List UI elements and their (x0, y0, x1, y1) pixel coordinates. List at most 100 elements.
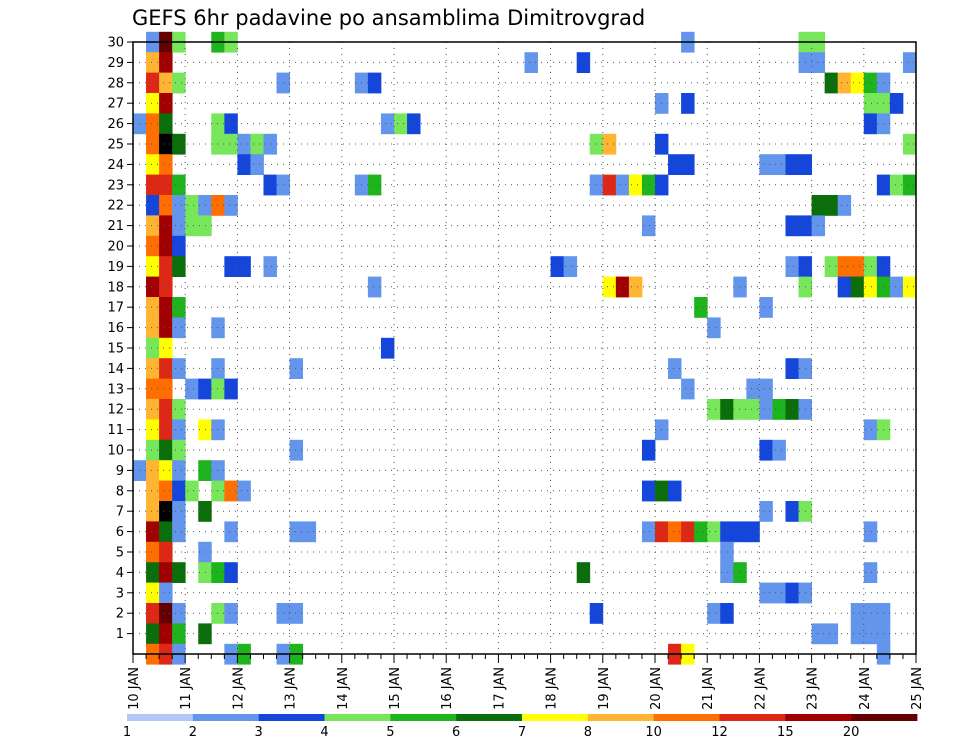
heatmap-cell (198, 378, 212, 400)
y-tick-label: 2 (116, 607, 124, 622)
heatmap-cell (146, 52, 160, 73)
heatmap-cell (602, 133, 617, 155)
heatmap-cell (263, 174, 277, 196)
heatmap-cell (902, 52, 917, 73)
heatmap-cell (159, 72, 173, 94)
legend-label: 3 (255, 725, 263, 740)
heatmap-cell (172, 317, 186, 339)
legend-label: 10 (645, 725, 662, 740)
heatmap-cell (159, 337, 173, 359)
heatmap-cell (159, 113, 173, 135)
heatmap-cell (289, 603, 304, 624)
heatmap-cells (133, 31, 917, 665)
heatmap-cell (159, 133, 173, 155)
heatmap-cell (237, 133, 251, 155)
grid-lines (133, 41, 917, 654)
legend-swatch (851, 714, 918, 721)
heatmap-cell (289, 521, 304, 543)
heatmap-cell (694, 521, 708, 543)
heatmap-cell (172, 399, 186, 420)
heatmap-cell (224, 480, 238, 502)
heatmap-cell (863, 603, 878, 624)
y-tick-label: 6 (116, 525, 124, 540)
heatmap-cell (159, 439, 173, 461)
legend-label: 7 (518, 725, 526, 740)
heatmap-cell (172, 419, 186, 441)
heatmap-cell (524, 52, 538, 73)
heatmap-cell (146, 623, 160, 645)
heatmap-cell (185, 480, 199, 502)
y-tick-label: 15 (107, 342, 124, 357)
heatmap-cell (172, 439, 186, 461)
x-tick-label: 13 JAN (284, 667, 299, 710)
heatmap-cell (380, 337, 395, 359)
legend-swatch (258, 714, 325, 721)
x-axis: 10 JAN 11 JAN 12 JAN 13 JAN 14 JAN 15 JAN 16 J… (127, 654, 925, 710)
y-tick-label: 13 (107, 382, 124, 397)
heatmap-cell (146, 541, 160, 563)
y-tick-label: 3 (116, 586, 124, 601)
x-tick-label: 11 JAN (179, 667, 194, 710)
y-tick-label: 8 (116, 484, 124, 499)
heatmap-cell (146, 337, 160, 359)
heatmap-cell (146, 276, 160, 298)
heatmap-cell (146, 93, 160, 114)
heatmap-cell (224, 378, 238, 400)
heatmap-cell (759, 154, 773, 175)
heatmap-cell (146, 521, 160, 543)
heatmap-cell (759, 582, 773, 604)
heatmap-cell (146, 154, 160, 175)
heatmap-cell (811, 195, 826, 216)
heatmap-cell (146, 419, 160, 441)
y-tick-label: 30 (107, 36, 124, 51)
heatmap-cell (863, 72, 878, 94)
x-tick-label: 10 JAN (127, 667, 142, 710)
legend-swatch (587, 714, 655, 721)
heatmap-cell (172, 215, 186, 237)
heatmap-cell (785, 256, 799, 277)
y-tick-label: 17 (107, 301, 124, 316)
y-tick-label: 27 (107, 97, 124, 112)
heatmap-cell (198, 541, 212, 563)
heatmap-cell (146, 297, 160, 318)
legend-swatch (456, 714, 523, 721)
heatmap-cell (889, 93, 904, 114)
legend-label: 1 (123, 725, 131, 740)
legend-label: 5 (386, 725, 394, 740)
heatmap-cell (628, 276, 643, 298)
heatmap-cell (172, 603, 186, 624)
heatmap-cell (720, 562, 734, 583)
legend-swatch (324, 714, 391, 721)
heatmap-cell (602, 276, 617, 298)
y-tick-label: 4 (116, 566, 124, 581)
heatmap-cell (172, 501, 186, 522)
heatmap-cell (172, 133, 186, 155)
heatmap-cell (198, 562, 212, 583)
heatmap-cell (159, 419, 173, 441)
y-tick-label: 20 (107, 240, 124, 255)
heatmap-cell (668, 154, 682, 175)
heatmap-cell (550, 256, 565, 277)
heatmap-cell (367, 174, 382, 196)
heatmap-cell (185, 195, 199, 216)
y-tick-label: 22 (107, 199, 124, 214)
heatmap-cell (159, 52, 173, 73)
heatmap-cell (211, 480, 225, 502)
heatmap-cell (772, 582, 786, 604)
heatmap-cell (785, 399, 799, 420)
heatmap-cell (146, 501, 160, 522)
heatmap-cell (707, 521, 721, 543)
heatmap-cell (681, 521, 695, 543)
heatmap-cell (211, 419, 225, 441)
heatmap-cell (159, 378, 173, 400)
heatmap-cell (733, 399, 747, 420)
x-tick-label: 21 JAN (701, 667, 716, 710)
heatmap-cell (641, 439, 656, 461)
heatmap-cell (902, 276, 917, 298)
heatmap-cell (380, 113, 395, 135)
y-tick-label: 26 (107, 117, 124, 132)
heatmap-cell (159, 317, 173, 339)
y-tick-label: 25 (107, 138, 124, 153)
heatmap-cell (811, 52, 826, 73)
